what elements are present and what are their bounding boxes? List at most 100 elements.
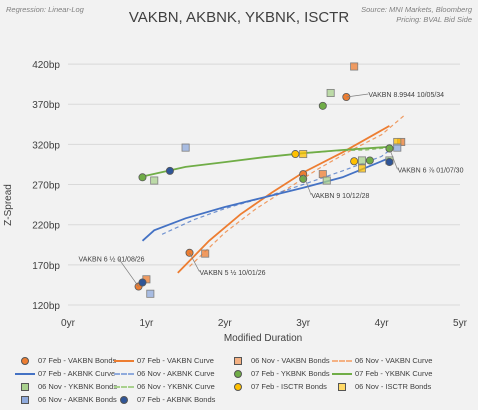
x-tick-label: 1yr [139,318,154,329]
series-point [326,88,335,97]
legend-entry: 07 Feb - AKBNK Curve [14,369,116,378]
legend-entry: 06 Nov - AKBNK Bonds [14,395,117,404]
legend-label: 07 Feb - VAKBN Bonds [38,356,117,365]
legend-swatch [113,395,135,404]
x-tick-label: 4yr [375,318,390,329]
regression-note: Regression: Linear-Log [6,5,84,14]
series-point [150,176,159,185]
legend-entry: 06 Nov - YKBNK Curve [113,382,227,391]
series-point [185,248,194,257]
annotation-leader [346,93,369,98]
x-tick-label: 0yr [61,318,76,329]
y-tick-label: 320bp [32,140,60,151]
legend-entry: 07 Feb - YKBNK Bonds [227,369,331,378]
legend-swatch [113,369,135,378]
series-point [181,143,190,152]
series-point [146,289,155,298]
legend-label: 06 Nov - ISCTR Bonds [355,382,432,391]
legend-entry: 06 Nov - VAKBN Bonds [227,356,331,365]
legend-swatch [331,369,353,378]
legend-entry: 06 Nov - VAKBN Curve [331,356,432,365]
annotation-label: VAKBN 6 ⅞ 01/07/30 [397,167,463,174]
legend-label: 07 Feb - ISCTR Bonds [251,382,327,391]
series-point [350,157,359,166]
legend-entry: 07 Feb - AKBNK Bonds [113,395,227,404]
annotation-label: VAKBN 8.9944 10/05/34 [368,92,444,99]
y-tick-labels: 120bp 170bp 220bp 270bp 320bp 370bp 420bp [32,60,60,312]
legend-swatch [227,382,249,391]
series-point [138,173,147,182]
series-curve [177,125,390,274]
chart-legend: 07 Feb - VAKBN Bonds 07 Feb - VAKBN Curve… [14,354,474,406]
legend-label: 06 Nov - VAKBN Bonds [251,356,330,365]
series-curve [142,145,390,178]
gridlines [68,63,460,306]
legend-swatch [227,369,249,378]
legend-entry: 07 Feb - VAKBN Bonds [14,356,117,365]
legend-label: 07 Feb - YKBNK Curve [355,369,433,378]
series-point [357,164,366,173]
legend-label: 07 Feb - AKBNK Curve [38,369,116,378]
series-point [299,150,308,159]
y-axis-label: Z-Spread [3,184,14,226]
x-tick-label: 5yr [453,318,468,329]
y-tick-label: 420bp [32,60,60,71]
annotation-label: VAKBN 9 10/12/28 [311,193,369,200]
pricing-note: Pricing: BVAL Bid Side [396,15,472,24]
x-axis-label: Modified Duration [224,333,302,344]
series-point [165,166,174,175]
source-note: Source: MNI Markets, Bloomberg [361,5,472,14]
legend-row: 06 Nov - YKBNK Bonds 06 Nov - YKBNK Curve… [14,380,474,393]
legend-label: 07 Feb - VAKBN Curve [137,356,214,365]
series-curve [161,143,398,235]
curve-lines [141,114,406,274]
series-point [291,150,300,159]
y-tick-label: 270bp [32,181,60,192]
legend-swatch [227,356,249,365]
series-point [385,158,394,167]
series-curve [189,114,406,267]
legend-entry: 07 Feb - ISCTR Bonds [227,382,331,391]
annotation-leader [389,148,398,170]
legend-row: 07 Feb - VAKBN Bonds 07 Feb - VAKBN Curve… [14,354,474,367]
annotation-leader [189,252,200,272]
legend-label: 07 Feb - AKBNK Bonds [137,395,216,404]
legend-swatch [14,382,36,391]
annotations: VAKBN 8.9944 10/05/34 VAKBN 6 ⅞ 01/07/30 V… [79,92,464,287]
legend-label: 06 Nov - YKBNK Curve [137,382,215,391]
legend-swatch [113,382,135,391]
annotation-leader [302,173,312,196]
y-tick-label: 170bp [32,261,60,272]
legend-swatch [14,369,36,378]
y-tick-label: 370bp [32,100,60,111]
x-tick-labels: 0yr 1yr 2yr 3yr 4yr 5yr [61,318,468,329]
legend-swatch [113,356,135,365]
legend-row: 07 Feb - AKBNK Curve 06 Nov - AKBNK Curve… [14,367,474,380]
legend-label: 06 Nov - YKBNK Bonds [38,382,118,391]
legend-entry: 06 Nov - AKBNK Curve [113,369,227,378]
legend-label: 06 Nov - AKBNK Bonds [38,395,117,404]
series-point [393,143,402,152]
series-point [322,176,331,185]
x-tick-label: 2yr [218,318,233,329]
y-tick-label: 120bp [32,301,60,312]
x-tick-label: 3yr [296,318,311,329]
legend-label: 06 Nov - AKBNK Curve [137,369,215,378]
legend-entry: 06 Nov - YKBNK Bonds [14,382,117,391]
annotation-label: VAKBN 6 ½ 01/08/26 [79,256,145,264]
legend-row: 06 Nov - AKBNK Bonds 07 Feb - AKBNK Bonds [14,393,474,406]
series-point [201,249,210,258]
legend-swatch [331,382,353,391]
legend-swatch [14,356,36,365]
series-curve [141,157,390,242]
legend-entry: 07 Feb - VAKBN Curve [113,356,227,365]
y-tick-label: 220bp [32,221,60,232]
legend-entry: 07 Feb - YKBNK Curve [331,369,433,378]
series-point [299,174,308,183]
legend-swatch [331,356,353,365]
series-point [357,156,366,165]
legend-swatch [14,395,36,404]
series-point [138,278,147,287]
series-point [365,156,374,165]
